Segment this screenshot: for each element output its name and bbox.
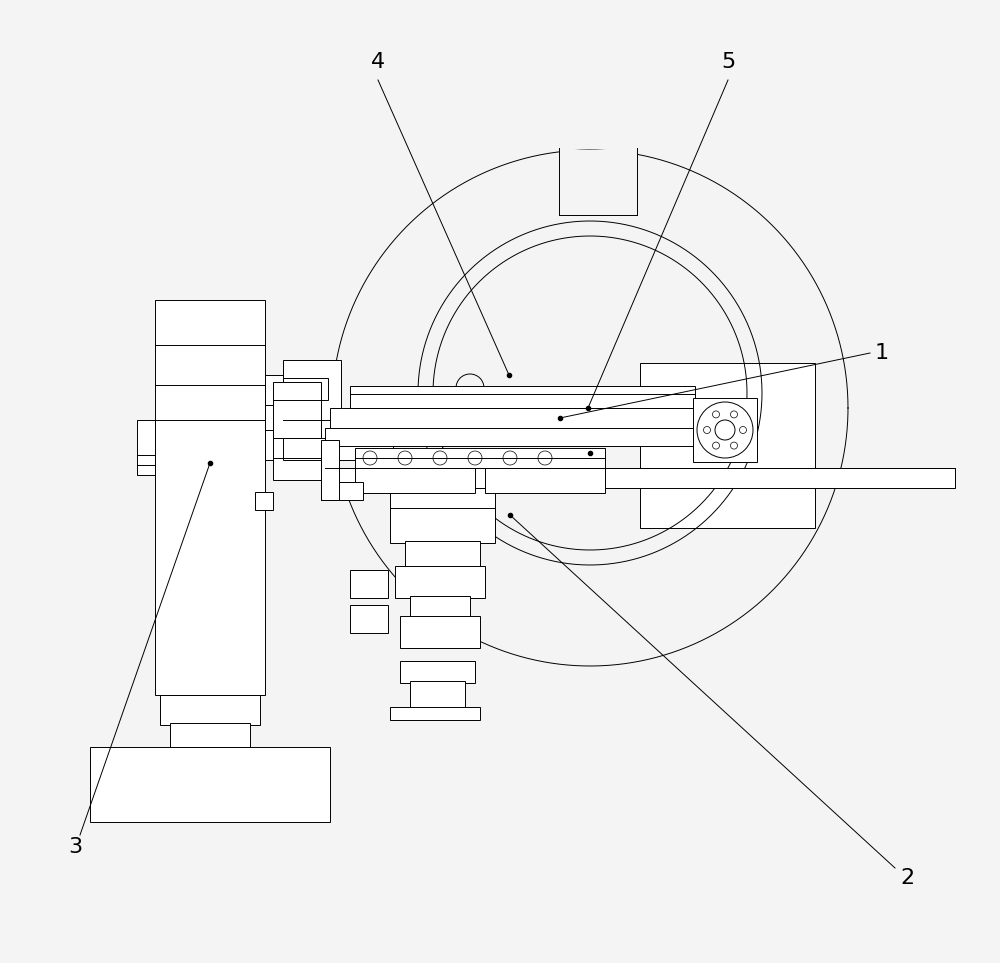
Bar (355, 468, 475, 493)
Bar (90, 747, 330, 822)
Text: 5: 5 (721, 52, 735, 72)
Text: 1: 1 (875, 343, 889, 363)
Bar (640, 363, 815, 528)
Circle shape (712, 411, 720, 418)
Bar (321, 440, 339, 500)
Text: 3: 3 (68, 837, 82, 857)
Bar (410, 681, 465, 708)
Bar (395, 566, 485, 598)
Bar (283, 438, 393, 460)
Bar (350, 386, 695, 408)
Circle shape (730, 411, 738, 418)
Bar (283, 378, 328, 400)
Bar (390, 488, 495, 543)
Bar (283, 360, 341, 460)
Bar (325, 428, 710, 446)
Bar (485, 468, 605, 493)
Bar (155, 300, 265, 695)
Bar (400, 616, 480, 648)
Bar (410, 596, 470, 618)
Bar (693, 398, 757, 462)
Bar (400, 661, 475, 683)
Circle shape (712, 442, 720, 449)
Bar (170, 723, 250, 747)
Bar (137, 420, 155, 475)
Bar (160, 695, 260, 725)
Bar (350, 605, 388, 633)
Bar (321, 482, 363, 500)
Bar (350, 570, 388, 598)
Bar (255, 492, 273, 510)
Circle shape (730, 442, 738, 449)
Circle shape (740, 427, 746, 433)
Bar (273, 382, 321, 440)
Bar (405, 541, 480, 568)
Bar (265, 375, 283, 460)
Bar (559, 150, 637, 215)
Bar (330, 408, 705, 430)
Circle shape (704, 427, 710, 433)
Text: 2: 2 (900, 868, 914, 888)
Bar (390, 707, 480, 720)
Text: 4: 4 (371, 52, 385, 72)
Bar (355, 448, 605, 468)
Bar (325, 468, 955, 488)
Bar (273, 438, 321, 480)
